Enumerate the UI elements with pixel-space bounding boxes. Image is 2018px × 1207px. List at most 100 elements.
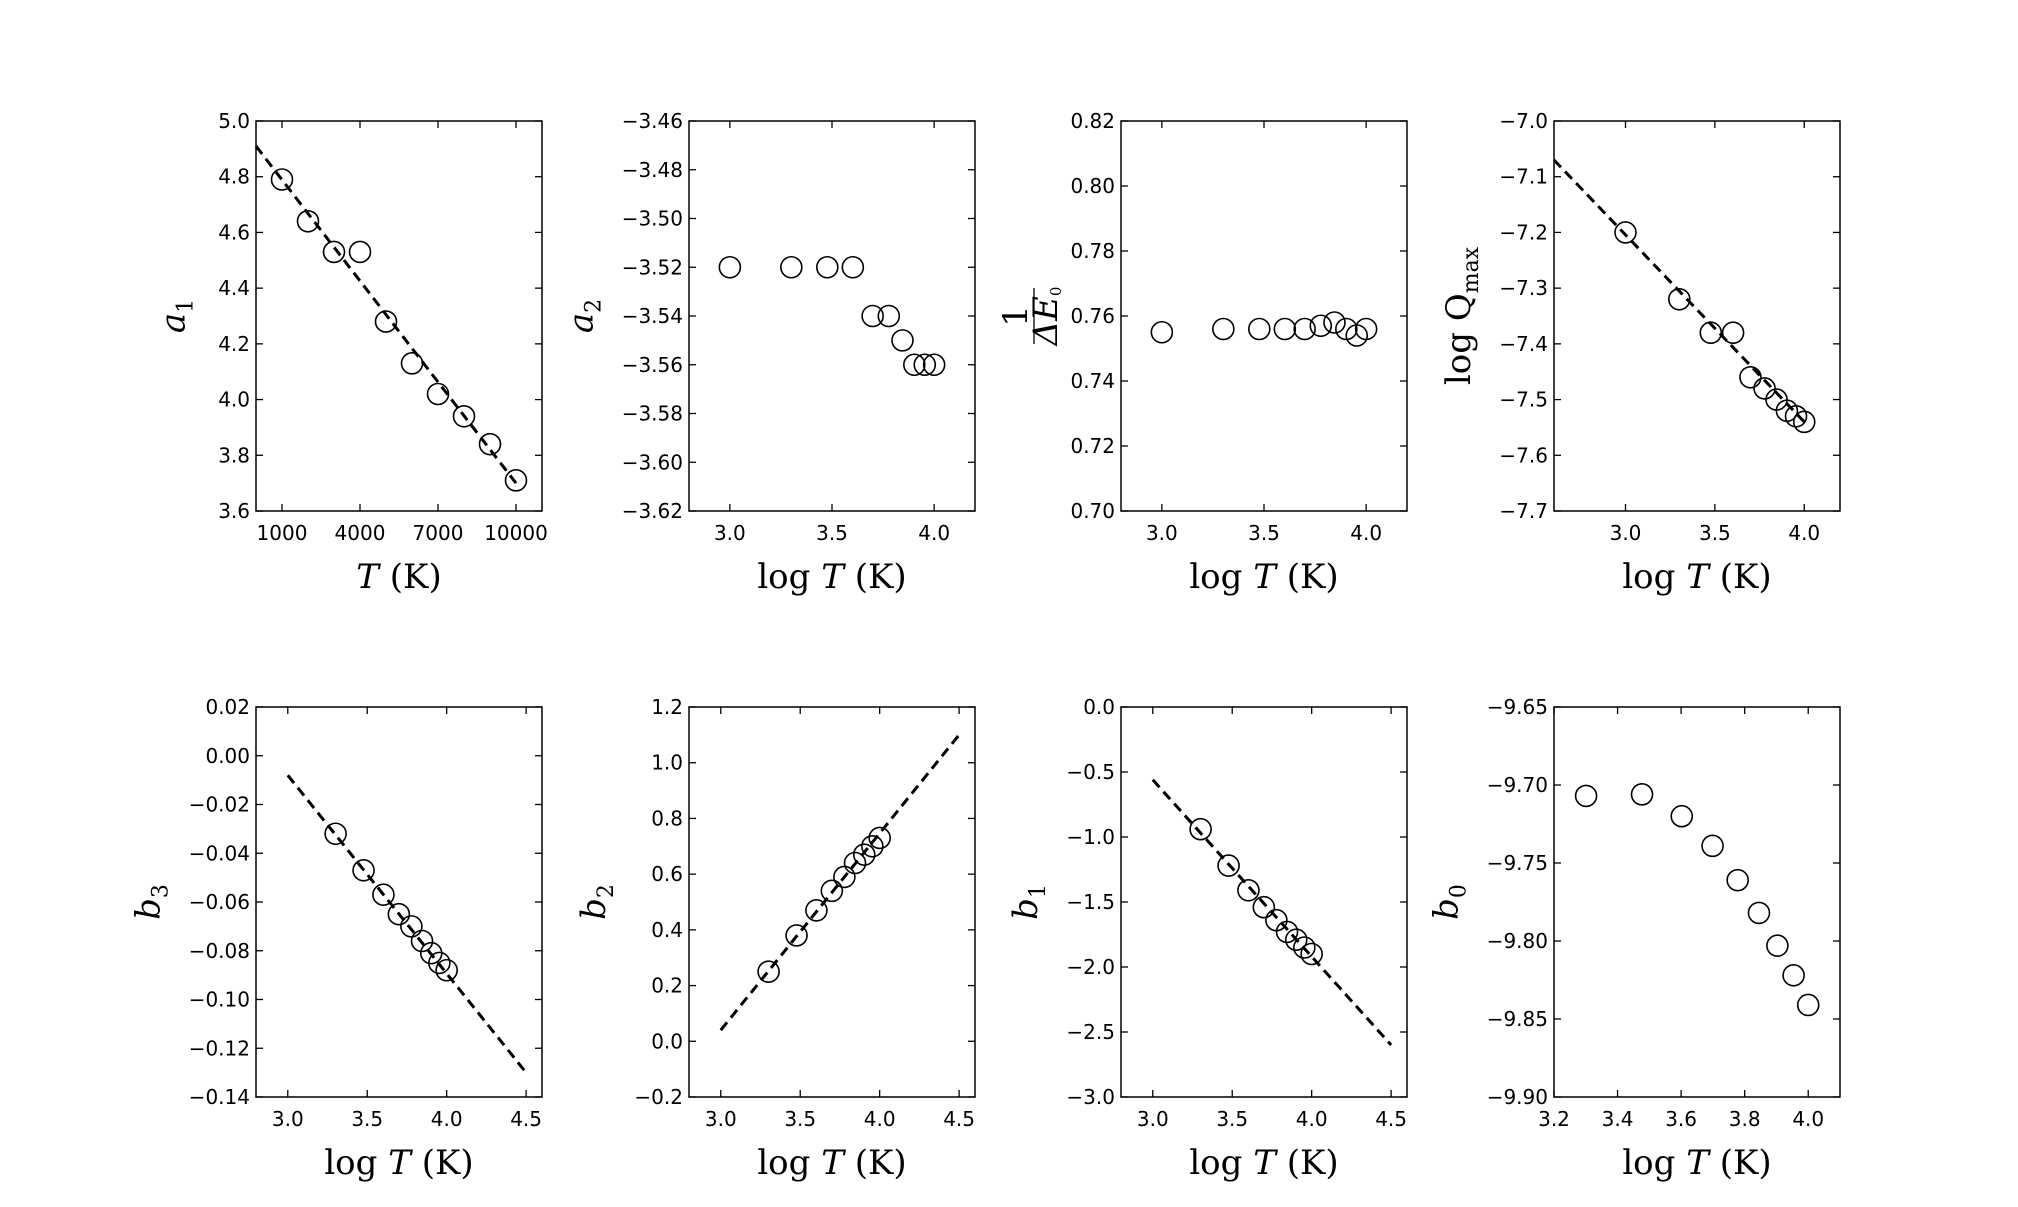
x-tick-label: 4.5 bbox=[943, 1107, 975, 1131]
data-point bbox=[1323, 311, 1346, 334]
y-tick-label: −7.7 bbox=[1499, 499, 1548, 523]
plot-frame bbox=[688, 706, 976, 1098]
y-tick-label: 5.0 bbox=[218, 109, 250, 133]
y-axis-label-text: b2 bbox=[574, 884, 619, 920]
y-tick-label: 4.0 bbox=[218, 388, 250, 412]
y-tick-label: −0.5 bbox=[1066, 760, 1115, 784]
y-tick-label: 0.02 bbox=[205, 695, 250, 719]
y-tick-label: −0.14 bbox=[189, 1085, 250, 1109]
data-point bbox=[426, 382, 450, 406]
y-tick-label: −1.0 bbox=[1066, 825, 1115, 849]
y-tick-label: 0.6 bbox=[651, 862, 683, 886]
y-axis-label: b2 bbox=[574, 884, 619, 920]
y-tick-label: −7.5 bbox=[1499, 388, 1548, 412]
x-tick-label: 3.5 bbox=[1248, 521, 1280, 545]
y-axis-label: a1 bbox=[154, 299, 199, 333]
chart-panel-b0: 3.2 3.4 3.6 3.8 4.0 −9.90 −9.85 −9.80 −9.75 −9.70… bbox=[1427, 695, 1841, 1183]
y-tick-label: 4.2 bbox=[218, 332, 250, 356]
y-tick-label: 3.8 bbox=[218, 443, 250, 467]
data-point bbox=[1273, 317, 1297, 341]
plot-frame bbox=[688, 120, 976, 512]
plot-frame bbox=[255, 120, 543, 512]
data-point bbox=[400, 915, 423, 938]
y-axis-label-text: b3 bbox=[129, 884, 174, 920]
data-point bbox=[852, 843, 876, 866]
y-tick-label: −3.46 bbox=[622, 109, 683, 133]
data-point bbox=[843, 851, 867, 875]
x-axis-label: log T (K) bbox=[1622, 557, 1771, 597]
data-point bbox=[504, 469, 528, 492]
y-tick-label: −3.52 bbox=[622, 255, 683, 279]
x-tick-label: 4000 bbox=[335, 521, 386, 545]
y-tick-label: −9.90 bbox=[1487, 1085, 1548, 1109]
data-point bbox=[1668, 287, 1691, 311]
data-point bbox=[805, 899, 828, 922]
y-tick-label: 0.80 bbox=[1070, 174, 1115, 198]
data-point bbox=[1265, 908, 1288, 932]
y-tick-label: 3.6 bbox=[218, 499, 250, 523]
data-point bbox=[913, 353, 937, 377]
data-point bbox=[1796, 993, 1820, 1017]
y-tick-label: 1.0 bbox=[651, 751, 683, 775]
y-tick-label: −3.50 bbox=[622, 207, 683, 231]
data-point bbox=[348, 240, 372, 264]
y-axis-label: b3 bbox=[129, 884, 174, 920]
data-point bbox=[1792, 410, 1816, 434]
data-point bbox=[1726, 868, 1749, 892]
y-axis-label: a2 bbox=[562, 299, 607, 333]
y-tick-label: 0.00 bbox=[205, 744, 250, 768]
data-point bbox=[1275, 920, 1299, 944]
data-point bbox=[1782, 964, 1805, 987]
chart-panel-b2: 3.0 3.5 4.0 4.5 −0.2 0.0 0.2 0.4 0.6 0.8 1.0 1.2 log… bbox=[574, 695, 976, 1183]
data-point bbox=[270, 168, 294, 191]
data-point bbox=[1212, 317, 1235, 341]
y-tick-label: −0.12 bbox=[189, 1036, 250, 1060]
x-tick-label: 3.0 bbox=[1610, 521, 1642, 545]
data-point bbox=[352, 859, 375, 882]
y-tick-label: −9.85 bbox=[1487, 1007, 1548, 1031]
data-point bbox=[1237, 878, 1260, 902]
data-point bbox=[1252, 895, 1276, 919]
x-tick-label: 10000 bbox=[484, 521, 548, 545]
x-tick-label: 4.0 bbox=[1350, 521, 1382, 545]
x-tick-label: 4.0 bbox=[918, 521, 950, 545]
data-point bbox=[410, 929, 434, 953]
x-tick-label: 4.0 bbox=[1792, 1107, 1824, 1131]
data-point bbox=[903, 353, 926, 377]
fit-line bbox=[254, 145, 518, 485]
x-tick-label: 3.5 bbox=[1216, 1107, 1248, 1131]
y-tick-label: 1.2 bbox=[651, 695, 683, 719]
data-point bbox=[1248, 317, 1271, 341]
y-axis-label-text: log Qmax bbox=[1439, 246, 1484, 385]
x-tick-label: 3.0 bbox=[272, 1107, 304, 1131]
y-tick-label: −3.62 bbox=[622, 499, 683, 523]
data-point bbox=[428, 951, 451, 975]
data-point bbox=[868, 826, 891, 850]
y-tick-label: −7.1 bbox=[1499, 165, 1548, 189]
y-axis-label-text: a1 bbox=[154, 299, 199, 333]
x-tick-label: 4.0 bbox=[864, 1107, 896, 1131]
y-tick-label: −9.70 bbox=[1487, 773, 1548, 797]
data-point bbox=[1670, 804, 1694, 828]
x-axis-label: log T (K) bbox=[757, 1143, 906, 1183]
data-point bbox=[757, 960, 780, 983]
data-point bbox=[296, 209, 320, 233]
data-point bbox=[877, 304, 901, 328]
x-axis-label: log T (K) bbox=[1622, 1143, 1771, 1183]
data-point bbox=[841, 255, 865, 279]
data-point bbox=[1739, 365, 1762, 389]
data-point bbox=[1309, 314, 1333, 338]
fit-line bbox=[1552, 158, 1806, 423]
x-tick-label: 3.8 bbox=[1729, 1107, 1761, 1131]
y-axis-label: log Qmax bbox=[1439, 246, 1484, 385]
plot-frame bbox=[1553, 706, 1841, 1098]
y-tick-label: −3.58 bbox=[622, 402, 683, 426]
data-point bbox=[1614, 221, 1637, 244]
data-point bbox=[1354, 317, 1378, 341]
x-tick-label: 3.2 bbox=[1538, 1107, 1570, 1131]
y-tick-label: 0.76 bbox=[1070, 304, 1115, 328]
y-tick-label: 0.74 bbox=[1070, 369, 1115, 393]
y-tick-label: 4.8 bbox=[218, 165, 250, 189]
x-axis-label: log T (K) bbox=[1189, 557, 1338, 597]
